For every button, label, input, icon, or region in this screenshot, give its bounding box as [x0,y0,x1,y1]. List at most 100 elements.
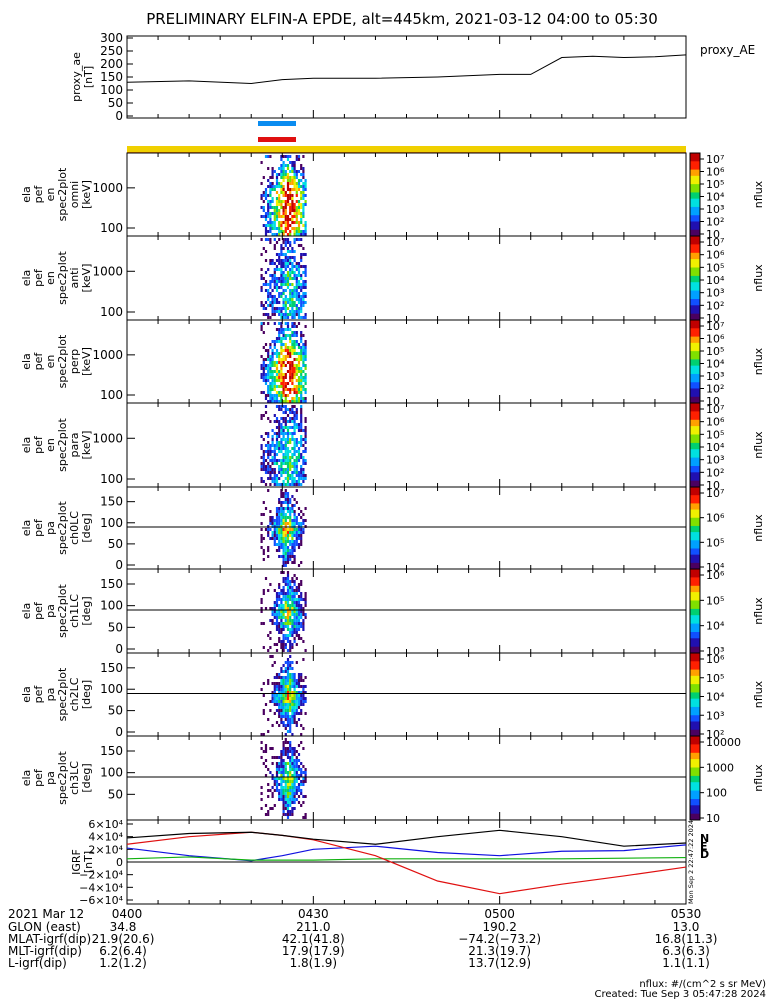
heat-cell [280,688,283,691]
heat-cell [280,489,283,492]
heat-cell [273,537,276,540]
heat-cell [262,589,265,592]
heat-cell [300,622,303,625]
heat-cell [278,694,281,697]
heat-cell [280,643,283,646]
y-axis-label-line: en [44,438,57,452]
heat-cell [291,164,294,167]
heat-cell [278,616,281,619]
heat-cell [280,631,283,634]
heat-cell [297,759,301,762]
heat-cell [264,307,268,310]
colorbar-tick-label: 10⁴ [706,691,725,704]
heat-cell [302,777,305,780]
heat-cell [302,700,305,703]
colorbar-cell [690,489,700,492]
heat-cell [295,185,298,188]
colorbar-cell [690,702,700,706]
heat-cell [269,468,272,471]
colorbar-cell [690,261,700,264]
heat-cell [289,182,292,185]
colorbar-cell [690,155,700,158]
heat-cell [282,598,285,601]
heat-cell [269,465,272,468]
heat-cell [300,694,303,697]
heat-cell [295,340,298,343]
heat-cell [286,286,290,289]
heat-cell [267,238,270,241]
heat-cell [278,765,281,768]
spin-bar-red [258,137,296,142]
heat-cell [284,549,287,552]
heat-cell [295,450,298,453]
heat-cell [302,361,305,364]
heat-cell [286,637,290,640]
heat-cell [295,607,298,610]
heat-cell [284,786,287,789]
heat-cell [293,221,296,224]
heat-cell [280,447,283,450]
colorbar-cell [690,161,700,164]
heat-cell [284,667,287,670]
heat-cell [275,233,279,236]
heat-cell [286,221,290,224]
heat-cell [271,221,274,224]
heat-cell [278,501,281,504]
heat-cell [284,768,287,771]
heat-cell [280,504,283,507]
heat-cell [271,619,274,622]
heat-cell [293,331,296,334]
heat-cell [302,247,305,250]
heat-cell [291,310,294,313]
heat-cell [293,259,296,262]
heat-cell [295,292,298,295]
heat-cell [282,634,285,637]
heat-cell [280,774,283,777]
heat-cell [282,724,285,727]
heat-cell [278,238,281,241]
heat-cell [271,519,274,522]
heat-cell [280,176,283,179]
heat-cell [295,400,298,403]
colorbar-cell [690,470,700,473]
colorbar-cell [690,299,700,302]
colorbar-cell [690,646,700,650]
heat-cell [293,414,296,417]
heat-cell [275,173,279,176]
heat-cell [286,197,290,200]
heat-cell [273,346,276,349]
heat-cell [282,580,285,583]
heat-cell [275,367,279,370]
heat-cell [267,432,270,435]
heat-cell [280,346,283,349]
colorbar-cell [690,765,700,768]
heat-cell [295,694,298,697]
heat-cell [291,768,294,771]
colorbar-cell [690,627,700,631]
heat-cell [302,456,305,459]
heat-cell [293,358,296,361]
heat-cell [284,447,287,450]
y-axis-label-line: [keV] [80,431,93,460]
heat-cell [300,185,303,188]
heat-cell [291,256,294,259]
heat-cell [260,268,263,271]
heat-cell [280,762,283,765]
heat-cell [291,474,294,477]
heat-cell [282,628,285,631]
y-axis-label-line: pef [32,601,45,620]
colorbar-cell [690,592,700,595]
colorbar-cell [690,594,700,597]
heat-cell [271,352,274,355]
heat-cell [280,283,283,286]
heat-cell [273,385,276,388]
heat-cell [286,619,290,622]
heat-cell [271,664,274,667]
heat-cell [284,703,287,706]
heat-cell [280,265,283,268]
heat-cell [295,170,298,173]
heat-cell [286,224,290,227]
colorbar-cell [690,505,700,508]
heat-cell [302,230,305,233]
colorbar-cell [690,499,700,502]
